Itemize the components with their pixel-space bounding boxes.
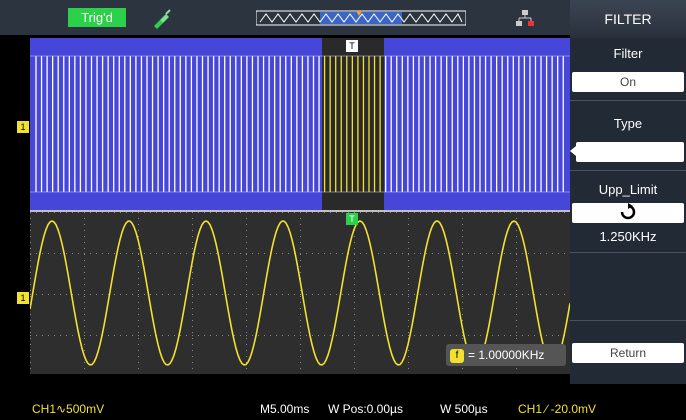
type-label: Type [613,116,643,131]
type-select-button[interactable]: f [576,142,684,162]
frequency-badge: f [450,348,464,363]
trigger-position-marker[interactable]: T [346,40,358,52]
window-position: W Pos:0.00µs [328,402,403,416]
grid-dots [30,212,565,369]
overview-waveform [30,55,570,193]
svg-text:f: f [662,148,666,160]
frequency-readout: f = 1.00000KHz [446,344,566,366]
ch1-scale: CH1∿500mV [32,402,105,416]
trigger-status-badge: Trig'd [68,8,126,27]
memory-timeline[interactable] [256,10,466,26]
channel1-marker-main[interactable]: 1 [17,292,29,304]
menu-title: FILTER [570,0,686,38]
filter-menu: FILTER Filter On Type f Upp_Limit 1.250K… [570,0,686,384]
lowpass-filter-icon: f [603,146,666,160]
overview-band [30,38,570,210]
window-width: W 500µs [440,402,488,416]
upp-limit-label: Upp_Limit [598,182,658,197]
trigger-level: CH1 ∕ -20.0mV [518,402,597,416]
probe-icon [154,9,171,29]
filter-value-button[interactable]: On [572,72,684,92]
trigger-position-marker-main[interactable]: T [346,213,358,225]
timebase: M5.00ms [260,402,310,416]
chevron-left-icon [570,146,576,156]
network-icon [516,10,534,26]
rotate-knob-icon [620,203,636,220]
filter-label: Filter [613,46,643,61]
upp-limit-value: 1.250KHz [599,229,657,244]
frequency-value: = 1.00000KHz [468,348,545,362]
bottom-status-bar: CH1∿500mV M5.00ms W Pos:0.00µs W 500µs C… [0,398,686,420]
return-button[interactable]: Return [572,343,684,363]
adjust-knob-button[interactable] [572,203,684,223]
oscilloscope-display [30,38,570,374]
channel1-marker-overview[interactable]: 1 [17,121,29,133]
top-status-bar: Trig'd [0,0,570,35]
